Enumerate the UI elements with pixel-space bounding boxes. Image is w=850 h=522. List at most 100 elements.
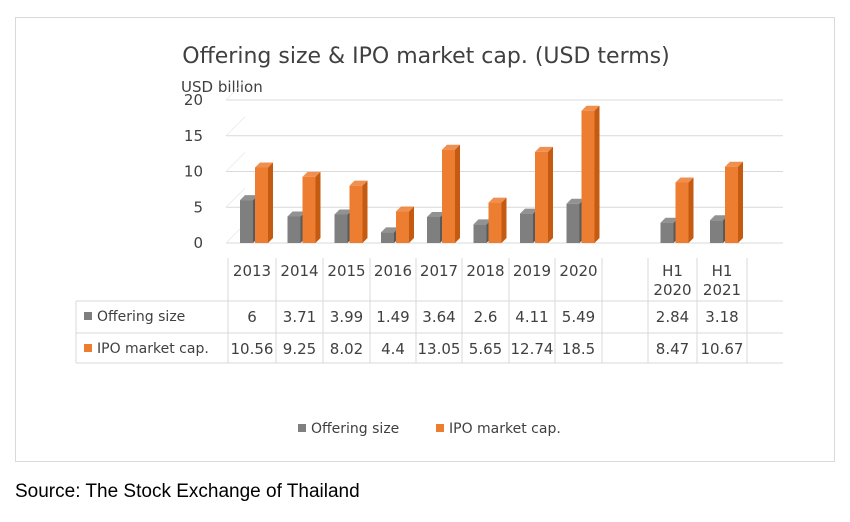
bar-ipo-market-cap-top bbox=[725, 161, 743, 167]
x-tick-label: 2016 bbox=[374, 262, 412, 280]
table-cell: 2.84 bbox=[656, 308, 689, 326]
bar-ipo-market-cap bbox=[675, 177, 694, 243]
bar-offering-size-top bbox=[334, 209, 353, 215]
bar-ipo-market-cap-front bbox=[255, 167, 268, 243]
bar-ipo-market-cap bbox=[581, 105, 600, 243]
table-cell: 5.65 bbox=[469, 340, 502, 358]
bar-ipo-market-cap-front bbox=[396, 211, 409, 243]
bar-ipo-market-cap-top bbox=[349, 180, 368, 186]
bar-offering-size-top bbox=[381, 227, 399, 233]
legend-label: IPO market cap. bbox=[449, 421, 561, 437]
table-cell: 13.05 bbox=[418, 340, 461, 358]
bar-ipo-market-cap bbox=[255, 162, 273, 243]
y-tick-label: 15 bbox=[184, 127, 203, 145]
legend-key bbox=[298, 424, 306, 432]
bar-ipo-market-cap-side bbox=[455, 144, 460, 243]
bar-ipo-market-cap-side bbox=[409, 206, 414, 243]
x-tick-label: 2020 bbox=[559, 262, 597, 280]
x-tick-label: 2017 bbox=[420, 262, 458, 280]
x-tick-label: H1 2020 bbox=[653, 262, 691, 299]
bar-ipo-market-cap-top bbox=[442, 144, 460, 150]
table-cell: 8.02 bbox=[330, 340, 363, 358]
bar-ipo-market-cap-side bbox=[688, 177, 694, 243]
bar-ipo-market-cap-top bbox=[488, 197, 507, 203]
chart-frame: Offering size & IPO market cap. (USD ter… bbox=[15, 17, 835, 462]
y-tick-label: 10 bbox=[184, 163, 203, 181]
table-cell: 10.56 bbox=[231, 340, 274, 358]
bar-offering-size-top bbox=[427, 211, 445, 217]
bar-offering-size-front bbox=[520, 213, 533, 243]
bar-offering-size-front bbox=[381, 232, 394, 243]
bar-ipo-market-cap-front bbox=[349, 185, 363, 243]
y-tick-labels: 0 5 10 15 20 bbox=[184, 91, 203, 252]
table-cell: 1.49 bbox=[376, 308, 409, 326]
legend-label: Offering size bbox=[311, 421, 399, 437]
gridline-depth bbox=[225, 80, 246, 101]
bar-offering-size-front bbox=[660, 222, 674, 243]
bar-ipo-market-cap-top bbox=[675, 177, 694, 183]
legend: Offering size IPO market cap. bbox=[298, 421, 561, 437]
gridline-depth bbox=[225, 116, 246, 136]
bar-offering-size-top bbox=[287, 211, 306, 217]
bar-ipo-market-cap-side bbox=[548, 146, 553, 243]
x-tick-label: 2013 bbox=[233, 262, 271, 280]
bar-ipo-market-cap-front bbox=[675, 182, 689, 243]
bar-ipo-market-cap-side bbox=[738, 161, 743, 243]
bar-ipo-market-cap-top bbox=[581, 105, 600, 111]
x-tick-label: H1 2021 bbox=[703, 262, 741, 299]
chart-title: Offering size & IPO market cap. (USD ter… bbox=[182, 44, 669, 69]
table-cell: 8.47 bbox=[656, 340, 689, 358]
data-table: 2013 2014 2015 2016 2017 2018 2019 2020 H1 2020 H1… bbox=[75, 258, 783, 364]
chart-svg: Offering size & IPO market cap. (USD ter… bbox=[75, 44, 783, 437]
bar-ipo-market-cap-top bbox=[535, 146, 553, 152]
table-cell: 3.18 bbox=[705, 308, 738, 326]
table-cell: 3.99 bbox=[330, 308, 363, 326]
bar-offering-size-front bbox=[287, 216, 301, 243]
bar-offering-size-front bbox=[566, 203, 580, 243]
gridline-depth bbox=[225, 152, 246, 172]
bar-ipo-market-cap bbox=[396, 206, 414, 243]
table-cell: 5.49 bbox=[562, 308, 595, 326]
legend-key bbox=[436, 424, 444, 432]
bar-offering-size-top bbox=[473, 219, 492, 225]
bar-offering-size-top bbox=[660, 217, 679, 223]
table-cell: 9.25 bbox=[283, 340, 316, 358]
bar-ipo-market-cap bbox=[535, 146, 553, 243]
bar-ipo-market-cap-top bbox=[302, 171, 321, 177]
bar-ipo-market-cap bbox=[725, 161, 743, 243]
bar-ipo-market-cap-top bbox=[255, 162, 273, 168]
table-legend-key bbox=[84, 312, 92, 320]
bar-ipo-market-cap bbox=[488, 197, 507, 243]
y-axis-label: USD billion bbox=[181, 78, 263, 96]
bar-ipo-market-cap-top bbox=[396, 206, 414, 212]
table-row-header: Offering size bbox=[97, 309, 185, 325]
bar-offering-size-front bbox=[334, 214, 348, 243]
bar-ipo-market-cap-side bbox=[501, 197, 507, 243]
x-tick-label: 2019 bbox=[513, 262, 551, 280]
table-cell: 6 bbox=[247, 308, 257, 326]
table-cell: 10.67 bbox=[701, 340, 744, 358]
table-cell: 18.5 bbox=[562, 340, 595, 358]
bar-ipo-market-cap-front bbox=[535, 151, 548, 243]
x-tick-label: 2018 bbox=[466, 262, 504, 280]
table-cell: 3.64 bbox=[422, 308, 455, 326]
x-tick-label: 2014 bbox=[280, 262, 318, 280]
source-note: Source: The Stock Exchange of Thailand bbox=[15, 481, 360, 502]
bar-ipo-market-cap-side bbox=[362, 180, 368, 243]
table-cell: 4.11 bbox=[515, 308, 548, 326]
bar-ipo-market-cap bbox=[442, 144, 460, 243]
table-cell: 3.71 bbox=[283, 308, 316, 326]
gridline-depth bbox=[225, 188, 246, 208]
bar-offering-size-front bbox=[710, 220, 723, 243]
y-tick-label: 0 bbox=[193, 234, 203, 252]
bar-offering-size-top bbox=[710, 215, 728, 221]
x-tick-label: 2015 bbox=[327, 262, 365, 280]
bar-ipo-market-cap bbox=[349, 180, 368, 243]
bar-ipo-market-cap-front bbox=[725, 166, 738, 243]
bar-offering-size-front bbox=[427, 216, 440, 243]
bar-offering-size-front bbox=[473, 224, 487, 243]
bar-ipo-market-cap-side bbox=[315, 171, 321, 243]
bar-offering-size-top bbox=[566, 198, 585, 204]
bar-ipo-market-cap-front bbox=[581, 110, 595, 243]
y-tick-label: 5 bbox=[193, 198, 203, 216]
